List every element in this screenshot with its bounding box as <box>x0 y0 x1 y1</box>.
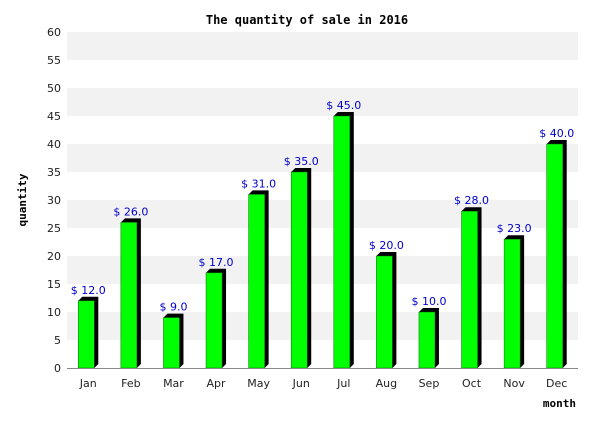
y-tick-label: 35 <box>47 166 61 179</box>
grid-band <box>67 256 578 284</box>
bar-feb <box>120 222 138 369</box>
x-tick-label: Oct <box>462 377 482 390</box>
data-labels: $ 12.0 $ 26.0 $ 9.0 $ 17.0 $ 31.0 $ 35.0 $ 45.… <box>71 99 574 314</box>
y-tick-label: 45 <box>47 110 61 123</box>
x-tick-label: Sep <box>419 377 440 390</box>
grid-band <box>67 88 578 116</box>
bar-jan <box>78 300 95 369</box>
data-label: $ 31.0 <box>241 177 276 190</box>
x-axis-label: month <box>543 397 576 410</box>
bar-sep <box>418 311 436 369</box>
bar-mar <box>163 317 180 369</box>
x-tick-label: May <box>247 377 270 390</box>
grid-band <box>67 200 578 228</box>
bar-apr <box>205 272 223 369</box>
x-tick-label: Nov <box>503 377 525 390</box>
grid-band <box>67 116 578 144</box>
data-label: $ 40.0 <box>539 127 574 140</box>
x-tick-label: Jun <box>292 377 310 390</box>
grid-band <box>67 284 578 312</box>
grid-band <box>67 172 578 200</box>
x-tick-label: Jul <box>336 377 350 390</box>
x-tick-label: Aug <box>376 377 397 390</box>
grid-band <box>67 144 578 172</box>
x-tick-label: Dec <box>546 377 567 390</box>
x-tick-label: Feb <box>121 377 140 390</box>
y-tick-label: 15 <box>47 278 61 291</box>
y-tick-label: 55 <box>47 54 61 67</box>
y-tick-label: 60 <box>47 26 61 39</box>
grid-band <box>67 32 578 60</box>
data-label: $ 45.0 <box>326 99 361 112</box>
grid-band <box>67 312 578 340</box>
y-tick-label: 40 <box>47 138 61 151</box>
grid-band <box>67 228 578 256</box>
data-label: $ 20.0 <box>369 239 404 252</box>
y-axis-label: quantity <box>16 173 29 226</box>
x-tick-label: Mar <box>163 377 184 390</box>
bar-aug <box>376 255 393 369</box>
bar-jul <box>333 115 351 369</box>
data-label: $ 17.0 <box>199 256 234 269</box>
y-tick-label: 50 <box>47 82 61 95</box>
data-label: $ 10.0 <box>411 295 446 308</box>
data-label: $ 12.0 <box>71 284 106 297</box>
data-label: $ 28.0 <box>454 194 489 207</box>
x-tick-label: Apr <box>207 377 227 390</box>
y-tick-label: 30 <box>47 194 61 207</box>
x-axis-ticks: Jan Feb Mar Apr May Jun Jul Aug Sep Oct Nov Dec <box>79 377 568 390</box>
bar-dec <box>546 143 563 369</box>
bar-jun <box>290 171 308 369</box>
x-tick-label: Jan <box>79 377 97 390</box>
grid-bands <box>67 32 578 368</box>
y-tick-label: 0 <box>54 362 61 375</box>
bar-oct <box>461 210 478 369</box>
data-label: $ 26.0 <box>113 205 148 218</box>
data-label: $ 35.0 <box>284 155 319 168</box>
grid-band <box>67 340 578 368</box>
y-tick-label: 20 <box>47 250 61 263</box>
bar-may <box>248 194 265 369</box>
data-label: $ 23.0 <box>497 222 532 235</box>
y-tick-label: 5 <box>54 334 61 347</box>
bars <box>78 112 567 369</box>
bar-nov <box>503 238 521 369</box>
y-tick-label: 10 <box>47 306 61 319</box>
chart-title: The quantity of sale in 2016 <box>206 13 408 27</box>
grid-band <box>67 60 578 88</box>
y-tick-label: 25 <box>47 222 61 235</box>
data-label: $ 9.0 <box>159 301 187 314</box>
y-axis-ticks: 0 5 10 15 20 25 30 35 40 45 50 55 60 <box>47 26 61 375</box>
